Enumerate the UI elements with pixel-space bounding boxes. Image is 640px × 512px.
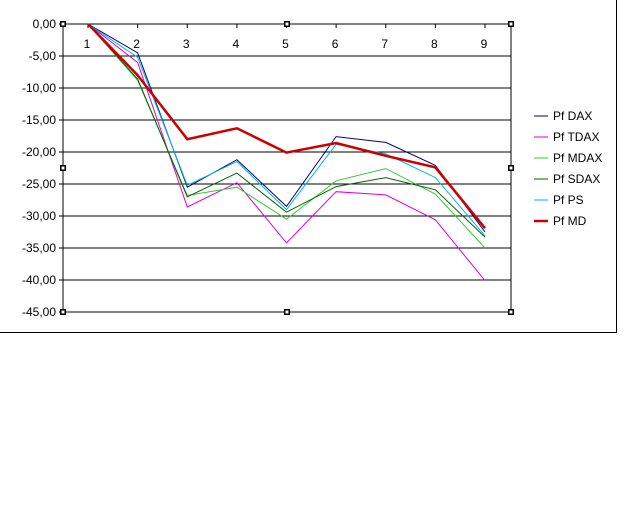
y-tick-label: -10,00 bbox=[22, 81, 56, 95]
selection-handle-inner bbox=[509, 22, 513, 26]
selection-handle-inner bbox=[509, 166, 513, 170]
legend-label: Pf MDAX bbox=[553, 151, 602, 165]
legend-label: Pf TDAX bbox=[553, 130, 599, 144]
legend-label: Pf MD bbox=[553, 214, 587, 228]
series-line-pf-tdax bbox=[87, 23, 486, 281]
line-chart: 0,00 -5,00 -10,00 -15,00 -20,00 -25,00 -30,00 -… bbox=[22, 17, 602, 319]
selection-handle-inner bbox=[285, 310, 289, 314]
selection-handle-inner bbox=[61, 22, 65, 26]
x-tick-label: 9 bbox=[481, 37, 488, 51]
y-tick-label: -15,00 bbox=[22, 113, 56, 127]
selection-handle-inner bbox=[285, 22, 289, 26]
x-tick-label: 6 bbox=[332, 37, 339, 51]
chart-area: 0,00 -5,00 -10,00 -15,00 -20,00 -25,00 -30,00 -… bbox=[0, 0, 617, 333]
y-tick-label: -20,00 bbox=[22, 145, 56, 159]
x-tick-label: 1 bbox=[84, 37, 91, 51]
y-tick-label: -25,00 bbox=[22, 177, 56, 191]
y-tick-label: -35,00 bbox=[22, 241, 56, 255]
legend-label: Pf PS bbox=[553, 193, 584, 207]
y-tick-label: -30,00 bbox=[22, 209, 56, 223]
series-line-pf-sdax bbox=[87, 23, 486, 238]
y-tick-label: -5,00 bbox=[29, 49, 57, 63]
series-line-pf-md bbox=[87, 23, 486, 229]
x-tick-label: 5 bbox=[282, 37, 289, 51]
x-tick-label: 7 bbox=[381, 37, 388, 51]
selection-handle-inner bbox=[61, 310, 65, 314]
x-tick-label: 2 bbox=[133, 37, 140, 51]
x-tick-label: 8 bbox=[431, 37, 438, 51]
series-line-pf-ps bbox=[87, 23, 486, 237]
selection-handle-inner bbox=[509, 310, 513, 314]
y-tick-label: -40,00 bbox=[22, 273, 56, 287]
y-tick-label: 0,00 bbox=[33, 17, 57, 31]
legend-label: Pf SDAX bbox=[553, 172, 600, 186]
y-tick-label: -45,00 bbox=[22, 305, 56, 319]
x-tick-label: 3 bbox=[183, 37, 190, 51]
legend-label: Pf DAX bbox=[553, 109, 592, 123]
x-tick-label: 4 bbox=[233, 37, 240, 51]
selection-handle-inner bbox=[61, 166, 65, 170]
